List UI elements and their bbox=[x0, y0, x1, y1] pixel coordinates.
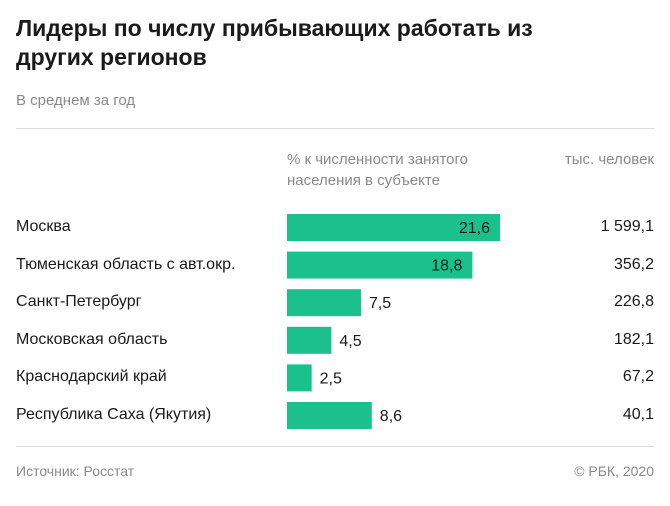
percent-column-header: % к численности занятого населения в суб… bbox=[287, 151, 469, 189]
category-label: Московская область bbox=[16, 330, 168, 348]
bar bbox=[287, 214, 500, 241]
chart-title: Лидеры по числу прибывающих работать из … bbox=[16, 15, 533, 70]
bar-value-label: 8,6 bbox=[380, 408, 402, 425]
bar-value-label: 7,5 bbox=[369, 295, 391, 312]
bottom-divider bbox=[16, 446, 654, 447]
bar bbox=[287, 364, 312, 392]
bar-value-label: 4,5 bbox=[339, 333, 361, 350]
bar bbox=[287, 251, 473, 279]
copyright-note: © РБК, 2020 bbox=[574, 463, 654, 479]
category-label: Санкт-Петербург bbox=[16, 293, 142, 311]
top-divider bbox=[16, 128, 654, 129]
category-label: Москва bbox=[16, 218, 71, 235]
thousand-people-value: 40,1 bbox=[622, 406, 654, 423]
thousand-people-value: 356,2 bbox=[613, 255, 654, 273]
thousand-people-value: 182,1 bbox=[613, 330, 654, 348]
category-label: Республика Саха (Якутия) bbox=[16, 406, 212, 423]
bar bbox=[287, 402, 372, 429]
source-note: Источник: Росстат bbox=[16, 463, 135, 479]
thousand-people-value: 67,2 bbox=[622, 368, 654, 386]
bar bbox=[287, 289, 361, 317]
bar-value-label: 18,8 bbox=[431, 258, 462, 275]
bar-value-label: 21,6 bbox=[459, 220, 490, 237]
category-label: Тюменская область с авт.окр. bbox=[16, 255, 236, 273]
category-label: Краснодарский край bbox=[16, 368, 167, 386]
bar-value-label: 2,5 bbox=[320, 370, 342, 387]
chart-subtitle: В среднем за год bbox=[16, 92, 136, 109]
thousand-people-column-header: тыс. человек bbox=[564, 151, 654, 168]
thousand-people-value: 226,8 bbox=[613, 293, 654, 311]
thousand-people-value: 1 599,1 bbox=[600, 218, 654, 235]
bar bbox=[287, 326, 332, 354]
